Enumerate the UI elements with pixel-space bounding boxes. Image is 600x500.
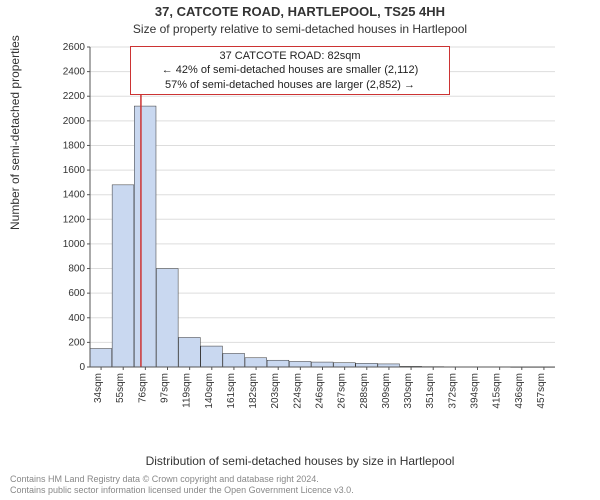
x-tick-label: 372sqm [447, 373, 458, 409]
y-tick-label: 1000 [63, 239, 86, 250]
annotation-line1: 37 CATCOTE ROAD: 82sqm [135, 49, 445, 63]
y-tick-label: 1800 [63, 140, 86, 151]
y-tick-label: 400 [68, 313, 85, 324]
footer: Contains HM Land Registry data © Crown c… [10, 474, 590, 496]
footer-line1: Contains HM Land Registry data © Crown c… [10, 474, 590, 485]
y-tick-label: 0 [79, 362, 85, 373]
x-tick-label: 119sqm [182, 373, 193, 408]
histogram-bar [156, 269, 178, 367]
y-tick-label: 2400 [63, 67, 86, 78]
histogram-bar [311, 362, 333, 367]
histogram-bar [267, 360, 289, 367]
y-tick-label: 1200 [63, 214, 86, 225]
y-axis-title: Number of semi-detached properties [8, 35, 22, 230]
y-tick-label: 600 [68, 288, 85, 299]
x-tick-label: 97sqm [160, 373, 171, 403]
yticks-group: 0 200 400 600 800 1000 1200 1400 1600 1800 2000 220… [63, 42, 90, 373]
x-tick-label: 394sqm [470, 373, 481, 409]
x-tick-label: 55sqm [115, 373, 126, 403]
histogram-bar [356, 363, 378, 367]
histogram-bar [245, 358, 267, 367]
x-tick-label: 34sqm [93, 373, 104, 403]
x-tick-label: 288sqm [359, 373, 370, 409]
histogram-bar [134, 106, 156, 367]
chart-svg: 0 200 400 600 800 1000 1200 1400 1600 1800 2000 220… [60, 42, 560, 412]
x-tick-label: 457sqm [536, 373, 547, 409]
plot-area: 0 200 400 600 800 1000 1200 1400 1600 1800 2000 220… [60, 42, 560, 412]
title-main: 37, CATCOTE ROAD, HARTLEPOOL, TS25 4HH [0, 4, 600, 19]
y-tick-label: 200 [68, 337, 85, 348]
histogram-bar [289, 361, 311, 367]
histogram-bar [90, 349, 112, 367]
x-axis-title: Distribution of semi-detached houses by … [0, 454, 600, 468]
y-tick-label: 1600 [63, 165, 86, 176]
x-tick-label: 309sqm [381, 373, 392, 409]
histogram-bar [112, 185, 134, 367]
x-tick-label: 76sqm [137, 373, 148, 403]
y-tick-label: 800 [68, 264, 85, 275]
annotation-line3: 57% of semi-detached houses are larger (… [135, 78, 445, 92]
footer-line2: Contains public sector information licen… [10, 485, 590, 496]
histogram-bar [223, 353, 245, 367]
xticks-group: 34sqm 55sqm 76sqm 97sqm 119sqm 140sqm 161sqm 18… [93, 367, 547, 409]
x-tick-label: 330sqm [403, 373, 414, 409]
x-tick-label: 203sqm [270, 373, 281, 409]
y-tick-label: 1400 [63, 190, 86, 201]
y-tick-label: 2600 [63, 42, 86, 53]
x-tick-label: 436sqm [514, 373, 525, 409]
histogram-bar [201, 346, 223, 367]
x-tick-label: 161sqm [226, 373, 237, 409]
y-tick-label: 2200 [63, 91, 86, 102]
chart-container: 37, CATCOTE ROAD, HARTLEPOOL, TS25 4HH S… [0, 0, 600, 500]
x-tick-label: 224sqm [292, 373, 303, 409]
annotation-box: 37 CATCOTE ROAD: 82sqm ← 42% of semi-det… [130, 46, 450, 95]
x-tick-label: 140sqm [204, 373, 215, 409]
x-tick-label: 182sqm [248, 373, 259, 409]
x-tick-label: 267sqm [337, 373, 348, 409]
histogram-bar [179, 337, 201, 367]
x-tick-label: 246sqm [315, 373, 326, 409]
histogram-bar [334, 363, 356, 367]
x-tick-label: 351sqm [425, 373, 436, 409]
title-sub: Size of property relative to semi-detach… [0, 22, 600, 36]
x-tick-label: 415sqm [492, 373, 503, 409]
annotation-line2: ← 42% of semi-detached houses are smalle… [135, 63, 445, 77]
y-tick-label: 2000 [63, 116, 86, 127]
